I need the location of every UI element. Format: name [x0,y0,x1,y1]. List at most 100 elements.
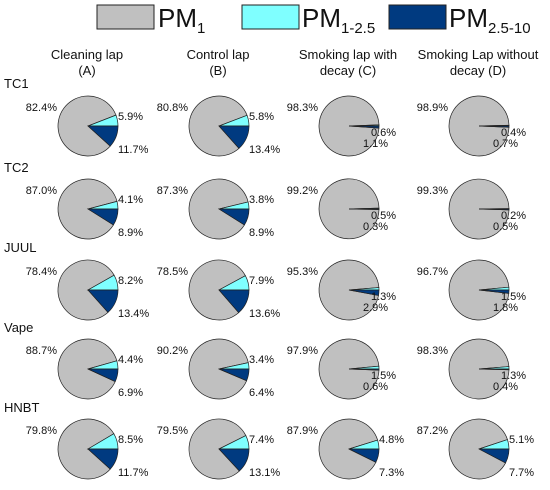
pie-label-tc1-col4-pm1: 98.9% [417,102,448,114]
pie-vape-col2-pm2.5-10 [218,368,250,382]
pie-label-tc1-col2-pm2.5-10: 13.4% [249,144,280,156]
pie-label-juul-col2-pm1: 78.5% [157,266,188,278]
pie-juul-col1-pm2.5-10 [87,289,119,313]
pie-label-juul-col4-pm1: 96.7% [417,266,448,278]
pie-hnbt-col2-pm1 [188,418,247,480]
row-label-hnbt: HNBT [4,400,39,415]
pie-label-hnbt-col2-pm2.5-10: 13.1% [249,467,280,479]
row-label-tc2: TC2 [4,160,29,175]
pie-tc2-col2-pm2.5-10 [217,208,250,226]
pie-label-hnbt-col3-pm1-2.5: 4.8% [379,434,404,446]
pie-label-hnbt-col4-pm2.5-10: 7.7% [509,467,534,479]
column-header-4-line1: Smoking Lap without [418,47,539,62]
pie-label-tc2-col3-pm2.5-10: 0.3% [363,221,388,233]
pie-label-tc1-col2-pm1: 80.8% [157,102,188,114]
column-header-3-line1: Smoking lap with [299,47,397,62]
pie-label-tc2-col4-pm1-2.5: 0.2% [501,210,526,222]
pie-label-vape-col1-pm1-2.5: 4.4% [118,354,143,366]
pie-label-tc2-col4-pm1: 99.3% [417,185,448,197]
pie-label-juul-col4-pm2.5-10: 1.8% [493,302,518,314]
pie-juul-col3-pm2.5-10 [348,289,380,296]
pie-label-tc2-col2-pm2.5-10: 8.9% [249,227,274,239]
pie-tc2-col4-pm2.5-10 [478,208,510,211]
pie-label-tc2-col4-pm2.5-10: 0.5% [493,221,518,233]
pie-tc2-col1-pm2.5-10 [86,208,119,226]
pie-hnbt-col4-pm2.5-10 [478,448,510,464]
pie-label-juul-col1-pm1: 78.4% [26,266,57,278]
pie-vape-col1-pm2.5-10 [87,368,119,383]
pie-label-tc2-col3-pm1-2.5: 0.5% [371,210,396,222]
pie-label-hnbt-col4-pm1-2.5: 5.1% [509,434,534,446]
row-label-juul: JUUL [4,240,37,255]
pie-label-vape-col4-pm1: 98.3% [417,345,448,357]
pie-vape-col4-pm2.5-10 [478,368,510,371]
legend-swatch-2 [241,4,300,30]
legend-label-2: PM1-2.5 [302,3,375,37]
pie-hnbt-col4-pm1 [448,418,508,480]
pie-hnbt-col1-pm1 [57,418,115,480]
pie-juul-col2-pm2.5-10 [218,289,250,314]
pie-label-vape-col4-pm2.5-10: 0.4% [493,381,518,393]
pie-label-juul-col3-pm1-2.5: 1.3% [371,291,396,303]
pie-hnbt-col1-pm2.5-10 [87,448,119,470]
pie-hnbt-col3-pm1 [318,418,379,480]
pie-label-juul-col1-pm2.5-10: 13.4% [118,308,149,320]
pie-label-tc1-col4-pm1-2.5: 0.4% [501,127,526,139]
column-header-1-line2: (A) [78,63,95,78]
column-header-4-line2: decay (D) [450,63,506,78]
pie-label-hnbt-col4-pm1: 87.2% [417,425,448,437]
pie-hnbt-col3-pm2.5-10 [348,448,380,463]
pie-tc1-col2-pm1 [188,95,248,157]
pie-juul-col1-pm1 [57,259,115,321]
pie-label-juul-col1-pm1-2.5: 8.2% [118,275,143,287]
pie-label-hnbt-col1-pm1: 79.8% [26,425,57,437]
pie-label-juul-col4-pm1-2.5: 1.5% [501,291,526,303]
pie-tc1-col2-pm2.5-10 [218,125,250,149]
legend-label-3: PM2.5-10 [449,3,531,37]
pie-label-tc1-col1-pm1-2.5: 5.9% [118,111,143,123]
pie-juul-col4-pm2.5-10 [478,289,510,294]
column-header-2-line2: (B) [209,63,226,78]
pie-label-juul-col3-pm2.5-10: 2.9% [363,302,388,314]
pie-label-vape-col3-pm1-2.5: 1.5% [371,370,396,382]
pie-label-juul-col2-pm2.5-10: 13.6% [249,308,280,320]
pie-label-juul-col2-pm1-2.5: 7.9% [249,275,274,287]
pie-label-tc1-col1-pm2.5-10: 11.7% [118,144,149,156]
pie-label-vape-col1-pm2.5-10: 6.9% [118,387,143,399]
pie-tc2-col3-pm2.5-10 [348,208,380,210]
pie-label-tc2-col1-pm1-2.5: 4.1% [118,194,143,206]
pie-label-hnbt-col1-pm2.5-10: 11.7% [118,467,149,479]
pie-tc1-col1-pm2.5-10 [87,125,119,147]
pie-label-vape-col2-pm1-2.5: 3.4% [249,354,274,366]
pie-label-vape-col1-pm1: 88.7% [26,345,57,357]
pie-juul-col4-pm1 [448,259,510,321]
pie-label-vape-col4-pm1-2.5: 1.3% [501,370,526,382]
legend-swatch-3 [388,4,447,30]
column-header-1-line1: Cleaning lap [51,47,123,62]
pie-label-tc1-col3-pm1: 98.3% [287,102,318,114]
pie-label-tc2-col2-pm1-2.5: 3.8% [249,194,274,206]
pie-label-hnbt-col3-pm2.5-10: 7.3% [379,467,404,479]
pie-label-tc2-col3-pm1: 99.2% [287,185,318,197]
pie-hnbt-col2-pm2.5-10 [218,448,250,472]
pie-label-tc2-col1-pm2.5-10: 8.9% [118,227,143,239]
pie-tc1-col1-pm1 [57,95,117,157]
pie-label-vape-col3-pm1: 97.9% [287,345,318,357]
pie-tc1-col4-pm2.5-10 [478,125,510,128]
row-label-vape: Vape [4,320,33,335]
pie-label-hnbt-col2-pm1: 79.5% [157,425,188,437]
pie-vape-col1-pm1 [57,338,118,400]
pie-vape-col2-pm1 [188,338,249,400]
pie-label-tc1-col1-pm1: 82.4% [26,102,57,114]
column-header-3-line2: decay (C) [320,63,376,78]
legend-swatch-1 [96,4,155,30]
pie-label-juul-col3-pm1: 95.3% [287,266,318,278]
legend-label-1: PM1 [158,3,205,37]
column-header-2-line1: Control lap [187,47,250,62]
pie-vape-col3-pm2.5-10 [348,368,380,371]
pie-label-hnbt-col2-pm1-2.5: 7.4% [249,434,274,446]
pie-juul-col2-pm1 [188,259,246,321]
pie-label-tc1-col3-pm1-2.5: 0.6% [371,127,396,139]
pie-label-tc1-col4-pm2.5-10: 0.7% [493,138,518,150]
